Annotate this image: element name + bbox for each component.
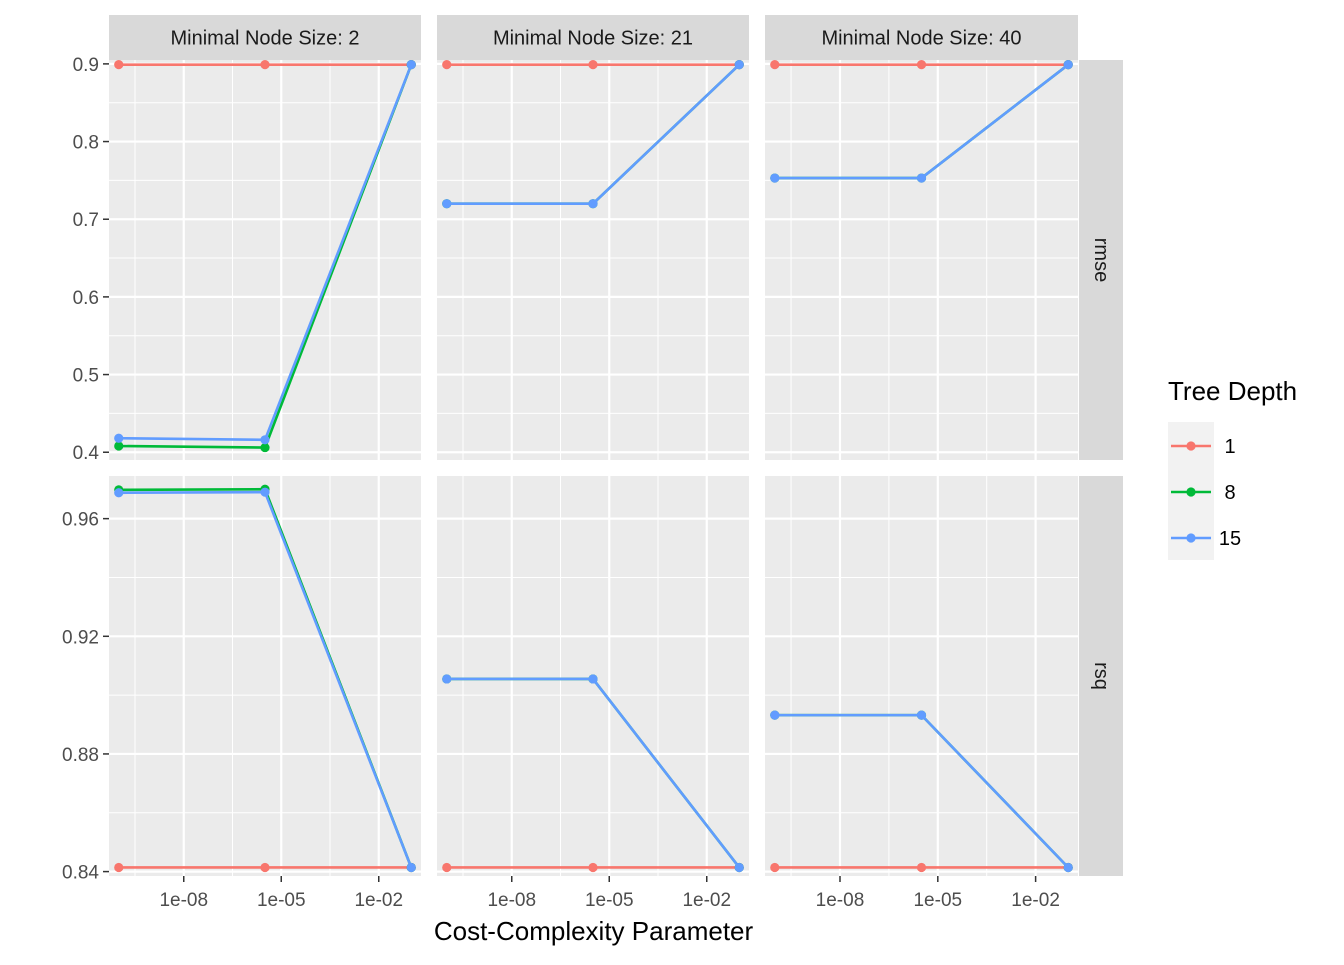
data-point-1 bbox=[916, 862, 927, 873]
x-tick-label: 1e-02 bbox=[682, 890, 731, 911]
data-point-15 bbox=[442, 199, 452, 209]
panel-background bbox=[765, 60, 1078, 460]
data-point-8 bbox=[260, 442, 270, 453]
legend-label: 8 bbox=[1224, 482, 1235, 504]
facet-strip-label: Minimal Node Size: 40 bbox=[821, 28, 1021, 50]
x-tick-label: 1e-05 bbox=[585, 890, 634, 911]
data-point-8 bbox=[114, 441, 124, 451]
x-axis-title: Cost-Complexity Parameter bbox=[434, 916, 754, 946]
legend-label: 1 bbox=[1224, 436, 1235, 458]
data-point-15 bbox=[442, 674, 452, 684]
data-point-15 bbox=[588, 674, 598, 684]
data-point-1 bbox=[260, 862, 270, 873]
data-point-15 bbox=[114, 433, 124, 443]
facet-strip-label: Minimal Node Size: 21 bbox=[493, 28, 693, 50]
x-tick-label: 1e-02 bbox=[354, 890, 403, 911]
x-tick-label: 1e-08 bbox=[816, 890, 865, 911]
x-tick-label: 1e-08 bbox=[159, 890, 208, 911]
data-point-1 bbox=[770, 60, 780, 70]
facet-strip-right bbox=[1079, 60, 1123, 460]
data-point-15 bbox=[1063, 60, 1073, 70]
data-point-1 bbox=[588, 60, 598, 70]
facet-strip-top bbox=[765, 15, 1078, 60]
data-point-1 bbox=[442, 862, 452, 873]
data-point-15 bbox=[734, 60, 744, 70]
legend-key-point bbox=[1186, 441, 1196, 451]
y-tick-label: 0.88 bbox=[62, 745, 99, 766]
y-tick-label: 0.96 bbox=[62, 510, 99, 531]
y-tick-label: 0.7 bbox=[73, 210, 99, 231]
panel-background bbox=[109, 476, 421, 876]
data-point-15 bbox=[260, 435, 270, 445]
data-point-15 bbox=[114, 488, 124, 498]
y-tick-label: 0.4 bbox=[73, 443, 100, 464]
data-point-1 bbox=[114, 60, 124, 70]
data-point-1 bbox=[588, 862, 598, 873]
data-point-1 bbox=[916, 60, 927, 70]
facet-strip-top bbox=[437, 15, 749, 60]
data-point-1 bbox=[114, 862, 124, 873]
panel-background bbox=[765, 476, 1078, 876]
data-point-1 bbox=[770, 862, 780, 873]
facet-strip-right bbox=[1079, 476, 1123, 876]
data-point-1 bbox=[260, 60, 270, 70]
y-tick-label: 0.92 bbox=[62, 627, 99, 648]
data-point-15 bbox=[406, 862, 416, 873]
facet-strip-label: rsq bbox=[1090, 662, 1112, 690]
facet-strip-label: rmse bbox=[1090, 238, 1112, 282]
y-tick-label: 0.8 bbox=[73, 133, 99, 154]
facet-strip-label: Minimal Node Size: 2 bbox=[171, 28, 360, 50]
y-tick-label: 0.5 bbox=[73, 366, 99, 387]
data-point-15 bbox=[1063, 862, 1073, 873]
facet-strip-top bbox=[109, 15, 421, 60]
x-tick-label: 1e-02 bbox=[1011, 890, 1060, 911]
panel-background bbox=[437, 60, 749, 460]
y-tick-label: 0.84 bbox=[62, 863, 99, 884]
legend-key-point bbox=[1186, 487, 1196, 497]
x-tick-label: 1e-08 bbox=[487, 890, 536, 911]
x-tick-label: 1e-05 bbox=[913, 890, 962, 911]
data-point-15 bbox=[770, 173, 780, 183]
data-point-15 bbox=[916, 710, 927, 720]
data-point-1 bbox=[442, 60, 452, 70]
data-point-15 bbox=[260, 487, 270, 497]
data-point-15 bbox=[588, 199, 598, 209]
y-tick-label: 0.6 bbox=[73, 288, 99, 309]
data-point-15 bbox=[406, 60, 416, 70]
y-tick-label: 0.9 bbox=[73, 55, 99, 76]
data-point-15 bbox=[734, 862, 744, 873]
panel-background bbox=[109, 60, 421, 460]
legend-title: Tree Depth bbox=[1168, 376, 1297, 406]
data-point-15 bbox=[916, 173, 927, 183]
x-tick-label: 1e-05 bbox=[257, 890, 306, 911]
legend-label: 15 bbox=[1219, 528, 1241, 550]
legend-key-point bbox=[1186, 533, 1196, 543]
data-point-15 bbox=[770, 710, 780, 720]
